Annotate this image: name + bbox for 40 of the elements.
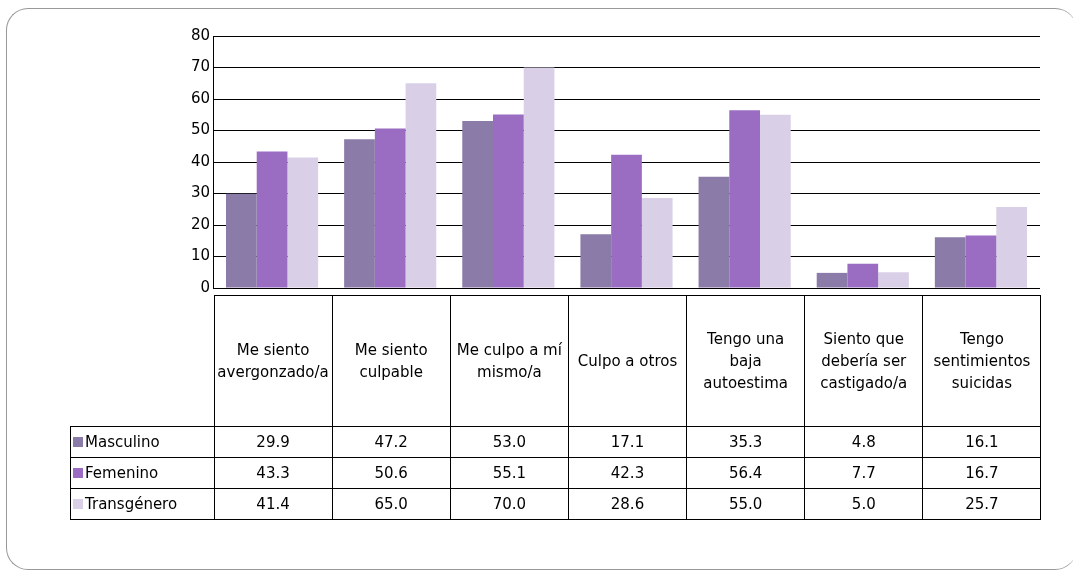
legend-label: Transgénero [70, 488, 214, 520]
x-tick-label: Me siento culpable [332, 295, 451, 427]
x-tick-label: Me siento avergonzado/a [214, 295, 333, 427]
y-tick-label: 50 [190, 120, 210, 139]
y-tick-label: 0 [200, 277, 210, 296]
x-tick-label: Tengo una baja autoestima [686, 295, 805, 427]
data-label: 16.7 [922, 457, 1041, 489]
x-tick-label: Siento que debería ser castigado/a [804, 295, 923, 427]
y-tick-label: 80 [190, 25, 210, 44]
data-label: 42.3 [568, 457, 687, 489]
data-label: 47.2 [332, 426, 451, 458]
data-label: 5.0 [804, 488, 923, 520]
data-label: 7.7 [804, 457, 923, 489]
legend-label: Masculino [70, 426, 214, 458]
data-label: 65.0 [332, 488, 451, 520]
data-label: 29.9 [214, 426, 333, 458]
x-tick-label: Culpo a otros [568, 295, 687, 427]
y-tick-label: 20 [190, 214, 210, 233]
y-tick-label: 30 [190, 183, 210, 202]
data-label: 56.4 [686, 457, 805, 489]
data-label: 53.0 [450, 426, 569, 458]
legend-label: Femenino [70, 457, 214, 489]
data-label: 35.3 [686, 426, 805, 458]
y-tick-label: 40 [190, 151, 210, 170]
data-label: 25.7 [922, 488, 1041, 520]
data-label: 4.8 [804, 426, 923, 458]
data-label: 55.0 [686, 488, 805, 520]
data-label: 17.1 [568, 426, 687, 458]
y-tick-label: 60 [190, 88, 210, 107]
x-tick-label: Me culpo a mí mismo/a [450, 295, 569, 427]
data-label: 50.6 [332, 457, 451, 489]
y-tick-label: 70 [190, 57, 210, 76]
y-tick-label: 10 [190, 246, 210, 265]
data-label: 16.1 [922, 426, 1041, 458]
data-label: 55.1 [450, 457, 569, 489]
data-label: 43.3 [214, 457, 333, 489]
data-label: 41.4 [214, 488, 333, 520]
x-tick-label: Tengo sentimientos suicidas [922, 295, 1041, 427]
data-label: 70.0 [450, 488, 569, 520]
data-label: 28.6 [568, 488, 687, 520]
